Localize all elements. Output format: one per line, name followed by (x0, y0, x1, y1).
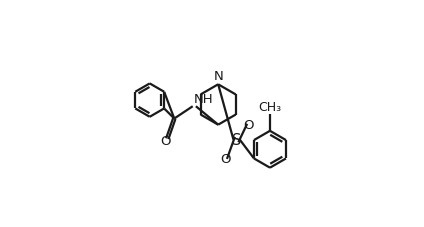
Text: NH: NH (194, 93, 213, 106)
Text: O: O (160, 134, 170, 147)
Text: O: O (244, 119, 254, 132)
Text: O: O (220, 152, 231, 165)
Text: N: N (214, 70, 224, 83)
Text: S: S (232, 133, 241, 148)
Text: CH₃: CH₃ (258, 101, 282, 114)
